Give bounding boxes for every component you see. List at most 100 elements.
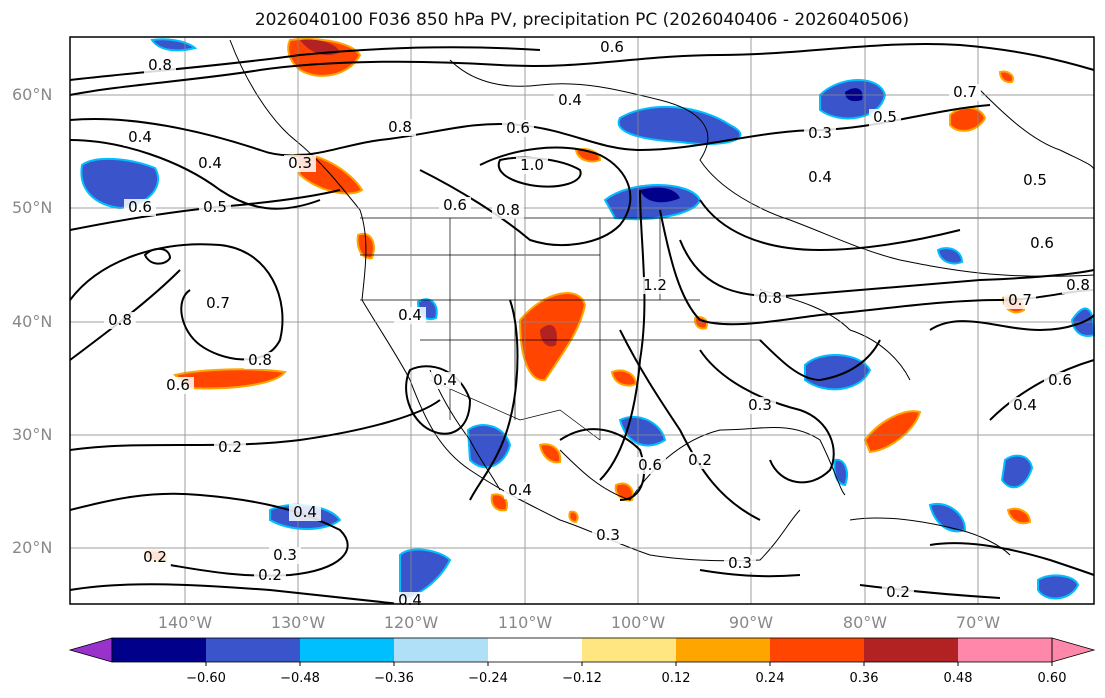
contour-label-bg bbox=[634, 457, 666, 474]
contour-label-bg bbox=[492, 202, 524, 219]
contour-label: 0.4 bbox=[558, 91, 582, 109]
colorbar-segment bbox=[488, 638, 582, 662]
contour-label: 0.6 bbox=[166, 376, 190, 394]
contour-label: 0.2 bbox=[258, 566, 282, 584]
contour-label-bg bbox=[384, 119, 416, 136]
contour-label-bg bbox=[244, 352, 276, 369]
contour-label: 0.7 bbox=[953, 83, 977, 101]
colorbar-tick-label: −0.60 bbox=[186, 671, 226, 686]
contour-label: 0.4 bbox=[293, 503, 317, 521]
contour-label-bg bbox=[139, 549, 171, 566]
contour-label: 0.8 bbox=[388, 118, 412, 136]
colorbar-segment bbox=[394, 638, 488, 662]
colorbar-tick-label: 0.36 bbox=[850, 671, 879, 686]
lat-label: 40°N bbox=[12, 312, 52, 331]
contour-label: 0.3 bbox=[596, 526, 620, 544]
contour-label-bg bbox=[724, 555, 756, 572]
lat-label: 50°N bbox=[12, 198, 52, 217]
contour-label: 1.2 bbox=[643, 276, 667, 294]
contour-labels: 0.6 0.8 0.4 0.6 0.8 1.0 0.3 0.5 0.4 0.7 0.4 0.3 0.5 0… bbox=[104, 38, 1094, 609]
contour-label-bg bbox=[1044, 372, 1076, 389]
contour-label: 0.8 bbox=[248, 351, 272, 369]
latitude-labels: 60°N 50°N 40°N 30°N 20°N bbox=[12, 85, 52, 557]
colorbar-tick-label: −0.12 bbox=[562, 671, 602, 686]
colorbar-tick-label: −0.36 bbox=[374, 671, 414, 686]
colorbar: −0.60 −0.48 −0.36 −0.24 −0.12 0.12 0.24 0.36 0.4… bbox=[68, 637, 1096, 686]
contour-label: 0.6 bbox=[506, 119, 530, 137]
map-title: 2026040100 F036 850 hPa PV, precipitatio… bbox=[254, 10, 910, 30]
contour-label-bg bbox=[804, 125, 836, 142]
contour-label-bg bbox=[1004, 292, 1036, 309]
colorbar-segment bbox=[864, 638, 958, 662]
lon-label: 90°W bbox=[729, 613, 773, 632]
lat-label: 20°N bbox=[12, 538, 52, 557]
colorbar-segment bbox=[300, 638, 394, 662]
contour-label-bg bbox=[804, 169, 836, 186]
contour-label: 0.3 bbox=[273, 546, 297, 564]
contour-label: 0.4 bbox=[1013, 396, 1037, 414]
coastlines bbox=[229, 39, 1095, 562]
colorbar-tick-label: 0.24 bbox=[756, 671, 785, 686]
contour-label: 0.4 bbox=[508, 481, 532, 499]
contour-label: 0.2 bbox=[143, 548, 167, 566]
contour-label-bg bbox=[162, 377, 194, 394]
contour-label: 0.3 bbox=[808, 124, 832, 142]
colorbar-segment bbox=[770, 638, 864, 662]
colorbar-segment bbox=[206, 638, 300, 662]
contour-label-bg bbox=[269, 547, 301, 564]
lat-label: 30°N bbox=[12, 425, 52, 444]
contour-label-bg bbox=[289, 504, 321, 521]
contour-label-bg bbox=[1009, 397, 1041, 414]
contour-label-bg bbox=[124, 129, 156, 146]
lon-label: 120°W bbox=[384, 613, 439, 632]
colorbar-segment bbox=[676, 638, 770, 662]
lon-label: 130°W bbox=[271, 613, 326, 632]
contour-label-bg bbox=[202, 295, 234, 312]
contour-label-bg bbox=[639, 277, 671, 294]
contour-label-bg bbox=[1026, 235, 1058, 252]
contour-label: 0.4 bbox=[128, 128, 152, 146]
colorbar-segment bbox=[112, 638, 206, 662]
contour-label: 0.3 bbox=[288, 154, 312, 172]
colorbar-arrow-left bbox=[68, 637, 113, 663]
contour-label-bg bbox=[592, 527, 624, 544]
contour-label: 0.7 bbox=[206, 294, 230, 312]
contour-label: 0.8 bbox=[1066, 276, 1090, 294]
contour-label: 0.8 bbox=[496, 201, 520, 219]
colorbar-segment bbox=[958, 638, 1052, 662]
contour-label: 0.2 bbox=[688, 451, 712, 469]
contour-label-bg bbox=[882, 584, 914, 601]
colorbar-tick-label: −0.24 bbox=[468, 671, 508, 686]
map-frame bbox=[69, 36, 1095, 605]
contour-label: 0.6 bbox=[1030, 234, 1054, 252]
contour-label: 0.4 bbox=[398, 306, 422, 324]
graticule bbox=[70, 37, 1094, 604]
contour-label: 0.8 bbox=[108, 311, 132, 329]
contour-label: 0.5 bbox=[1023, 171, 1047, 189]
contour-label-bg bbox=[754, 290, 786, 307]
lat-label: 60°N bbox=[12, 85, 52, 104]
contour-label: 0.2 bbox=[218, 438, 242, 456]
contour-label-bg bbox=[429, 372, 461, 389]
contour-label-bg bbox=[439, 197, 471, 214]
contour-label-bg bbox=[596, 39, 628, 56]
contour-label: 0.6 bbox=[1048, 371, 1072, 389]
contour-label-bg bbox=[516, 157, 548, 174]
contour-label-bg bbox=[194, 155, 226, 172]
contour-label-bg bbox=[394, 307, 426, 324]
contour-label: 0.3 bbox=[748, 396, 772, 414]
contour-label-bg bbox=[284, 155, 316, 172]
contour-label: 0.4 bbox=[433, 371, 457, 389]
colorbar-arrow-right bbox=[1051, 637, 1096, 663]
colorbar-tick-label: −0.48 bbox=[280, 671, 320, 686]
contour-label-bg bbox=[869, 109, 901, 126]
contour-label-bg bbox=[684, 452, 716, 469]
contour-label: 0.8 bbox=[758, 289, 782, 307]
contour-label-bg bbox=[554, 92, 586, 109]
contour-label-bg bbox=[214, 439, 246, 456]
colorbar-segments bbox=[68, 637, 1096, 663]
contour-label: 0.4 bbox=[398, 591, 422, 609]
colorbar-tick-label: 0.60 bbox=[1038, 671, 1067, 686]
contour-label: 0.3 bbox=[728, 554, 752, 572]
